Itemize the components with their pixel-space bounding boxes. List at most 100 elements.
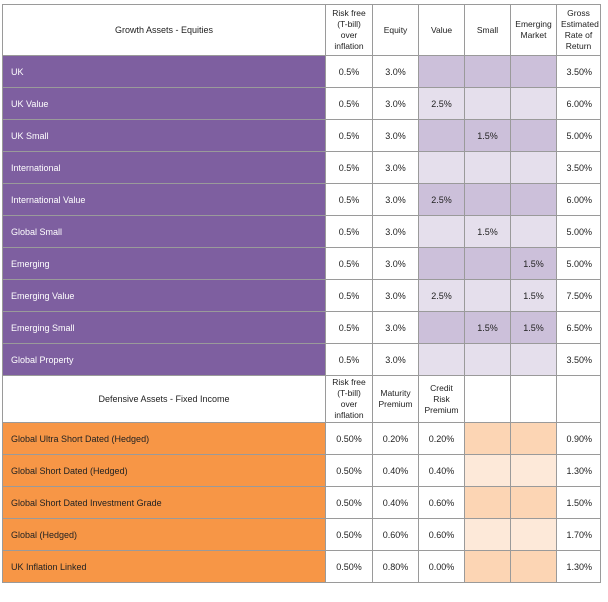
cell-value: [418, 119, 465, 152]
cell-small: 1.5%: [464, 215, 511, 248]
cell-gross-return: 5.00%: [556, 215, 601, 248]
row-label: UK Small: [2, 119, 326, 152]
row-label: UK Inflation Linked: [2, 550, 326, 583]
equity-row-emerging-small: Emerging Small 0.5% 3.0% 1.5% 1.5% 6.50%: [2, 311, 601, 344]
row-label: Global Property: [2, 343, 326, 376]
cell-emerging: [510, 55, 557, 88]
cell-emerging: 1.5%: [510, 247, 557, 280]
equity-row-uk-small: UK Small 0.5% 3.0% 1.5% 5.00%: [2, 119, 601, 152]
cell-risk-free: 0.5%: [325, 215, 373, 248]
cell-value: [418, 215, 465, 248]
cell-empty: [510, 550, 557, 583]
cell-empty: [510, 518, 557, 551]
cell-gross-return: 3.50%: [556, 55, 601, 88]
cell-credit: 0.60%: [418, 518, 465, 551]
cell-equity: 3.0%: [372, 215, 419, 248]
cell-maturity: 0.40%: [372, 486, 419, 519]
equity-row-global-property: Global Property 0.5% 3.0% 3.50%: [2, 343, 601, 376]
cell-small: [464, 247, 511, 280]
cell-value: [418, 247, 465, 280]
cell-equity: 3.0%: [372, 87, 419, 120]
cell-maturity: 0.60%: [372, 518, 419, 551]
cell-small: 1.5%: [464, 119, 511, 152]
equity-row-uk: UK 0.5% 3.0% 3.50%: [2, 55, 601, 88]
cell-equity: 3.0%: [372, 183, 419, 216]
cell-gross-return: 1.30%: [556, 454, 601, 487]
cell-equity: 3.0%: [372, 119, 419, 152]
cell-risk-free: 0.5%: [325, 87, 373, 120]
cell-gross-return: 3.50%: [556, 343, 601, 376]
fixed-header-blank: [510, 375, 557, 423]
cell-emerging: [510, 119, 557, 152]
cell-equity: 3.0%: [372, 311, 419, 344]
cell-gross-return: 6.50%: [556, 311, 601, 344]
cell-emerging: 1.5%: [510, 279, 557, 312]
row-label: International Value: [2, 183, 326, 216]
cell-emerging: [510, 215, 557, 248]
cell-equity: 3.0%: [372, 343, 419, 376]
row-label: Global (Hedged): [2, 518, 326, 551]
cell-credit: 0.60%: [418, 486, 465, 519]
cell-risk-free: 0.5%: [325, 183, 373, 216]
cell-empty: [464, 422, 511, 455]
cell-empty: [510, 422, 557, 455]
cell-small: [464, 151, 511, 184]
cell-empty: [464, 486, 511, 519]
row-label: International: [2, 151, 326, 184]
equity-row-international: International 0.5% 3.0% 3.50%: [2, 151, 601, 184]
cell-empty: [464, 454, 511, 487]
cell-risk-free: 0.50%: [325, 518, 373, 551]
cell-gross-return: 1.70%: [556, 518, 601, 551]
fixed-header-risk-free: Risk free (T-bill) over inflation: [325, 375, 373, 423]
cell-risk-free: 0.50%: [325, 550, 373, 583]
row-label: Emerging Value: [2, 279, 326, 312]
cell-risk-free: 0.50%: [325, 486, 373, 519]
fixed-row-global-short: Global Short Dated (Hedged) 0.50% 0.40% …: [2, 454, 601, 487]
cell-gross-return: 6.00%: [556, 87, 601, 120]
cell-risk-free: 0.50%: [325, 422, 373, 455]
cell-gross-return: 5.00%: [556, 247, 601, 280]
fixed-income-section-title: Defensive Assets - Fixed Income: [2, 375, 326, 423]
fixed-row-uk-inflation-linked: UK Inflation Linked 0.50% 0.80% 0.00% 1.…: [2, 550, 601, 583]
cell-risk-free: 0.50%: [325, 454, 373, 487]
cell-maturity: 0.20%: [372, 422, 419, 455]
row-label: Emerging: [2, 247, 326, 280]
cell-small: 1.5%: [464, 311, 511, 344]
cell-risk-free: 0.5%: [325, 119, 373, 152]
cell-gross-return: 5.00%: [556, 119, 601, 152]
cell-equity: 3.0%: [372, 55, 419, 88]
fixed-row-global-hedged: Global (Hedged) 0.50% 0.60% 0.60% 1.70%: [2, 518, 601, 551]
cell-small: [464, 87, 511, 120]
cell-small: [464, 55, 511, 88]
cell-small: [464, 279, 511, 312]
equity-row-global-small: Global Small 0.5% 3.0% 1.5% 5.00%: [2, 215, 601, 248]
cell-value: [418, 343, 465, 376]
cell-risk-free: 0.5%: [325, 343, 373, 376]
returns-table: Growth Assets - Equities Risk free (T-bi…: [2, 4, 601, 583]
cell-credit: 0.20%: [418, 422, 465, 455]
equities-section-title: Growth Assets - Equities: [2, 4, 326, 56]
cell-equity: 3.0%: [372, 247, 419, 280]
cell-gross-return: 7.50%: [556, 279, 601, 312]
cell-risk-free: 0.5%: [325, 279, 373, 312]
cell-equity: 3.0%: [372, 151, 419, 184]
cell-emerging: [510, 343, 557, 376]
cell-credit: 0.40%: [418, 454, 465, 487]
cell-gross-return: 6.00%: [556, 183, 601, 216]
cell-empty: [464, 518, 511, 551]
cell-emerging: [510, 87, 557, 120]
cell-maturity: 0.40%: [372, 454, 419, 487]
fixed-header-maturity: Maturity Premium: [372, 375, 419, 423]
cell-gross-return: 0.90%: [556, 422, 601, 455]
cell-risk-free: 0.5%: [325, 151, 373, 184]
row-label: Global Small: [2, 215, 326, 248]
cell-risk-free: 0.5%: [325, 311, 373, 344]
cell-gross-return: 1.30%: [556, 550, 601, 583]
cell-empty: [510, 454, 557, 487]
cell-equity: 3.0%: [372, 279, 419, 312]
cell-small: [464, 183, 511, 216]
equities-header-gross: Gross Estimated Rate of Return: [556, 4, 601, 56]
cell-small: [464, 343, 511, 376]
cell-credit: 0.00%: [418, 550, 465, 583]
fixed-row-global-short-ig: Global Short Dated Investment Grade 0.50…: [2, 486, 601, 519]
